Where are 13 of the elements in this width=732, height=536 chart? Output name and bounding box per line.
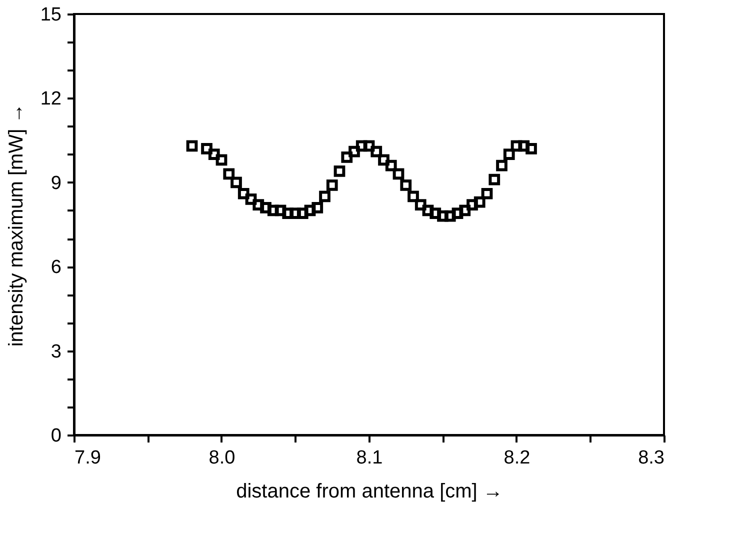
x-tick-label: 8.0 [208,448,236,468]
y-tick-label: 3 [50,341,62,362]
x-tick-label: 7.9 [74,448,101,468]
y-tick-label: 9 [50,172,62,194]
y-tick-label: 15 [40,4,62,26]
x-tick-label: 8.3 [638,448,664,468]
x-tick-label: 8.2 [504,448,530,468]
y-tick-label: 6 [50,257,62,278]
x-axis-title: distance from antenna [cm] → [236,480,503,502]
y-tick-label: 12 [40,88,62,110]
y-axis-title: intensity maximum [mW] → [5,103,28,347]
y-tick-label: 0 [50,426,62,446]
x-tick-label: 8.1 [356,448,383,468]
